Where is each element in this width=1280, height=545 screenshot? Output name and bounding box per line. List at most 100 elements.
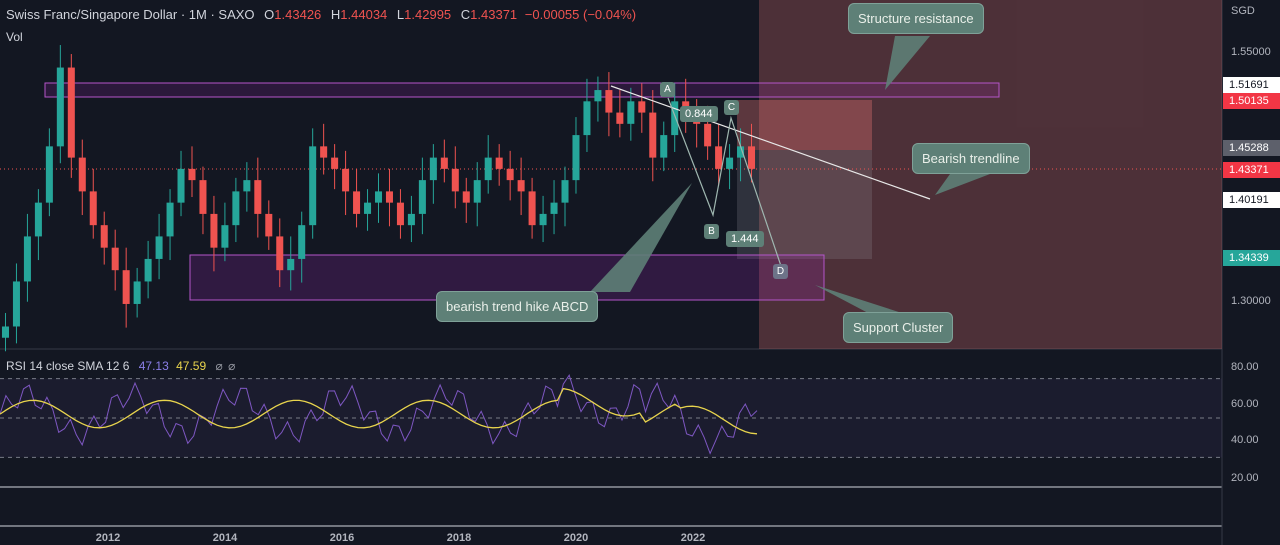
- callout-pointer: [935, 174, 990, 195]
- candle-body: [67, 67, 75, 158]
- point-d-marker[interactable]: D: [773, 264, 788, 279]
- last-price-box: 1.43371: [1223, 162, 1280, 178]
- candle-body: [331, 157, 339, 169]
- candle-body: [298, 225, 306, 259]
- candle-body: [45, 146, 53, 203]
- candle-body: [1, 326, 9, 338]
- candle-body: [320, 146, 328, 158]
- candle-body: [561, 180, 569, 203]
- ratio-label: 1.444: [726, 231, 764, 247]
- candle-body: [122, 270, 130, 304]
- callout-pointer: [885, 36, 930, 90]
- change-value: −0.00055 (−0.04%): [524, 7, 637, 22]
- currency-label: SGD: [1231, 5, 1255, 17]
- candle-body: [265, 213, 273, 237]
- rsi-extra-1: ⌀: [215, 359, 223, 373]
- candle-body: [177, 168, 185, 203]
- candle-body: [671, 101, 679, 136]
- point-a-marker[interactable]: A: [660, 82, 675, 97]
- candle-body: [353, 191, 361, 214]
- candle-body: [726, 157, 734, 169]
- candle-body: [34, 202, 42, 237]
- price-label-box: 1.34339: [1223, 250, 1280, 266]
- rsi-tick: 40.00: [1231, 434, 1259, 446]
- rsi-tick: 20.00: [1231, 472, 1259, 484]
- callout-pointer: [590, 183, 692, 292]
- low-label: L: [396, 7, 405, 22]
- structure-resistance-callout[interactable]: Structure resistance: [848, 3, 984, 34]
- x-tick: 2018: [446, 532, 472, 544]
- symbol-title[interactable]: Swiss Franc/Singapore Dollar · 1M · SAXO: [6, 7, 255, 22]
- candle-body: [649, 112, 657, 158]
- candle-body: [550, 202, 558, 214]
- rsi-tick: 80.00: [1231, 361, 1259, 373]
- bearish-trendline-callout[interactable]: Bearish trendline: [912, 143, 1030, 174]
- candle-body: [704, 123, 712, 147]
- rsi-legend: RSI 14 close SMA 12 6 47.13 47.59 ⌀ ⌀: [6, 359, 235, 373]
- candle-body: [429, 157, 437, 181]
- candle-body: [407, 213, 415, 226]
- x-tick: 2012: [95, 532, 121, 544]
- candle-body: [616, 112, 624, 124]
- candle-body: [385, 191, 393, 203]
- price-label-box: 1.50135: [1223, 93, 1280, 109]
- candle-body: [660, 135, 668, 158]
- candle-body: [166, 202, 174, 237]
- callout-pointer: [815, 285, 905, 314]
- candle-body: [243, 180, 251, 192]
- rsi-sma-line: [0, 387, 758, 435]
- candle-body: [56, 67, 64, 147]
- projection-zone: [759, 0, 1222, 349]
- candle-body: [572, 135, 580, 181]
- candle-body: [473, 180, 481, 203]
- low-value: 1.42995: [404, 7, 452, 22]
- candle-body: [276, 236, 284, 271]
- candle-body: [539, 213, 547, 226]
- bearish-trendline: [610, 85, 931, 200]
- candle-body: [364, 202, 372, 214]
- candle-body: [210, 213, 218, 248]
- candle-body: [495, 157, 503, 169]
- candle-body: [440, 157, 448, 169]
- price-tick: 1.30000: [1231, 295, 1271, 307]
- candle-body: [100, 225, 108, 248]
- candle-body: [221, 225, 229, 248]
- candle-body: [133, 281, 141, 304]
- candle-body: [374, 191, 383, 203]
- price-label-box: 1.45288: [1223, 140, 1280, 156]
- candle-body: [199, 180, 207, 214]
- candle-body: [737, 146, 745, 158]
- price-label-box: 1.40191: [1223, 192, 1280, 208]
- close-value: 1.43371: [470, 7, 518, 22]
- point-b-marker[interactable]: B: [704, 224, 719, 239]
- candle-body: [594, 90, 602, 102]
- candle-body: [155, 236, 163, 259]
- rsi-title[interactable]: RSI 14 close SMA 12 6: [6, 359, 130, 373]
- candle-body: [715, 146, 723, 169]
- candle-body: [528, 191, 536, 226]
- point-c-marker[interactable]: C: [724, 100, 739, 115]
- candle-body: [462, 191, 470, 203]
- rsi-extra-2: ⌀: [228, 359, 236, 373]
- support-cluster-callout[interactable]: Support Cluster: [843, 312, 954, 343]
- candle-body: [396, 202, 404, 226]
- rsi-tick: 60.00: [1231, 398, 1259, 410]
- candle-body: [506, 168, 514, 181]
- candle-body: [418, 180, 426, 214]
- candle-body: [748, 146, 756, 169]
- price-tick: 1.55000: [1231, 46, 1271, 58]
- abcd-callout[interactable]: bearish trend hike ABCD: [436, 291, 599, 322]
- close-label: C: [460, 7, 471, 22]
- candle-body: [583, 101, 591, 136]
- open-value: 1.43426: [274, 7, 322, 22]
- x-tick: 2014: [212, 532, 238, 544]
- candle-body: [232, 191, 240, 226]
- x-tick: 2016: [329, 532, 355, 544]
- candle-body: [451, 168, 459, 192]
- candle-body: [627, 101, 635, 124]
- candle-body: [342, 168, 350, 192]
- candle-body: [638, 101, 646, 113]
- volume-label[interactable]: Vol: [6, 30, 23, 44]
- candle-body: [517, 180, 525, 192]
